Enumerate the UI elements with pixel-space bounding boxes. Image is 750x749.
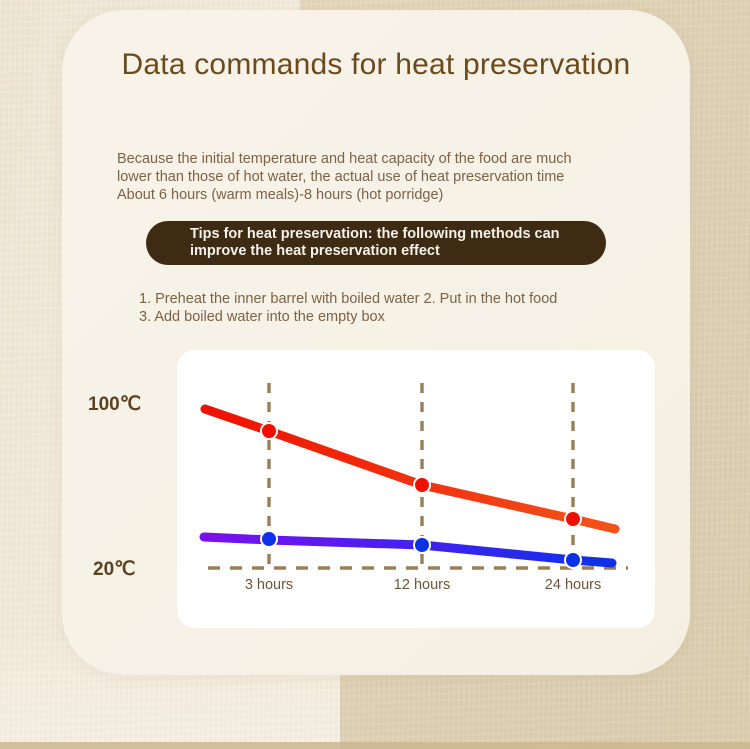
data-point-food-3h bbox=[262, 532, 276, 546]
data-point-hot-3h bbox=[262, 424, 276, 438]
steps-list: 1. Preheat the inner barrel with boiled … bbox=[139, 290, 639, 326]
data-point-hot-24h bbox=[566, 512, 580, 526]
tips-banner-line-2: improve the heat preservation effect bbox=[190, 243, 440, 259]
markers-food bbox=[260, 530, 582, 569]
data-point-hot-12h bbox=[415, 478, 429, 492]
y-axis-label-top: 100℃ bbox=[88, 394, 142, 415]
data-point-food-12h bbox=[415, 538, 429, 552]
background-bottom-strip bbox=[0, 742, 750, 749]
tips-banner-line-1: Tips for heat preservation: the followin… bbox=[190, 226, 560, 242]
markers-hot-water bbox=[260, 422, 582, 528]
y-axis-label-bottom: 20℃ bbox=[93, 559, 136, 580]
x-axis-label-3-hours: 3 hours bbox=[244, 577, 294, 593]
page-title: Data commands for heat preservation bbox=[121, 48, 631, 81]
intro-line-3: About 6 hours (warm meals)-8 hours (hot … bbox=[117, 187, 444, 203]
steps-line-1: 1. Preheat the inner barrel with boiled … bbox=[139, 291, 558, 307]
intro-line-2: lower than those of hot water, the actua… bbox=[117, 169, 565, 185]
data-point-food-24h bbox=[566, 553, 580, 567]
x-axis-label-12-hours: 12 hours bbox=[393, 577, 451, 593]
steps-line-2: 3. Add boiled water into the empty box bbox=[139, 309, 385, 325]
intro-paragraph: Because the initial temperature and heat… bbox=[117, 150, 637, 204]
intro-line-1: Because the initial temperature and heat… bbox=[117, 151, 572, 167]
heat-preservation-chart bbox=[199, 383, 628, 570]
x-axis-label-24-hours: 24 hours bbox=[544, 577, 602, 593]
tips-banner: Tips for heat preservation: the followin… bbox=[146, 221, 606, 265]
tips-banner-text: Tips for heat preservation: the followin… bbox=[146, 226, 580, 260]
